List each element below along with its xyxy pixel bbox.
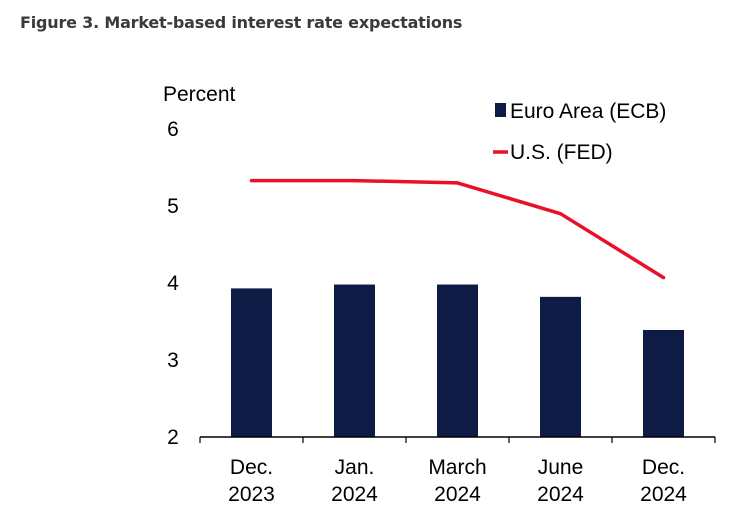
- line-us-fed: [251, 178, 665, 280]
- y-tick-label-6: 6: [167, 118, 179, 141]
- x-category-label-0-0: Dec.: [230, 456, 273, 479]
- line-point-us-0: [249, 178, 254, 183]
- line-point-us-2: [455, 181, 460, 185]
- legend-label-us: U.S. (FED): [510, 141, 613, 164]
- figure-title: Figure 3. Market-based interest rate exp…: [20, 13, 463, 32]
- x-axis-categories: Dec. 2023 Jan. 2024 March 2024 June 2024 Dec. 202…: [228, 456, 687, 506]
- bar-euro-area-2: [437, 284, 478, 437]
- line-series-us: [249, 178, 666, 280]
- line-point-us-3: [558, 211, 563, 216]
- x-category-label-1-0: Jan.: [335, 456, 375, 479]
- x-category-label-3-0: June: [538, 456, 584, 479]
- legend-swatch-euro-area: [495, 103, 506, 117]
- y-tick-label-3: 3: [167, 349, 179, 372]
- x-axis: [199, 436, 716, 443]
- bar-euro-area-0: [231, 288, 272, 437]
- legend: Euro Area (ECB) U.S. (FED): [493, 100, 666, 164]
- bar-euro-area-3: [540, 296, 581, 437]
- x-category-label-3-1: 2024: [537, 483, 584, 506]
- x-category-label-2-0: March: [428, 456, 486, 479]
- x-category-label-2-1: 2024: [434, 483, 481, 506]
- y-axis-ticks: 2 3 4 5 6: [167, 118, 179, 449]
- y-tick-label-5: 5: [167, 195, 179, 218]
- y-tick-label-4: 4: [167, 272, 179, 295]
- x-category-label-4-1: 2024: [640, 483, 687, 506]
- x-category-label-0-1: 2023: [228, 483, 275, 506]
- line-point-us-4: [661, 275, 666, 280]
- legend-label-euro-area: Euro Area (ECB): [510, 100, 666, 123]
- y-tick-label-2: 2: [167, 426, 179, 449]
- bar-euro-area-1: [334, 284, 375, 437]
- y-axis-label: Percent: [163, 83, 236, 106]
- line-point-us-1: [352, 178, 357, 183]
- bar-euro-area-4: [643, 329, 684, 437]
- x-category-label-4-0: Dec.: [642, 456, 685, 479]
- bar-series-euro-area: [231, 284, 684, 437]
- x-category-label-1-1: 2024: [331, 483, 378, 506]
